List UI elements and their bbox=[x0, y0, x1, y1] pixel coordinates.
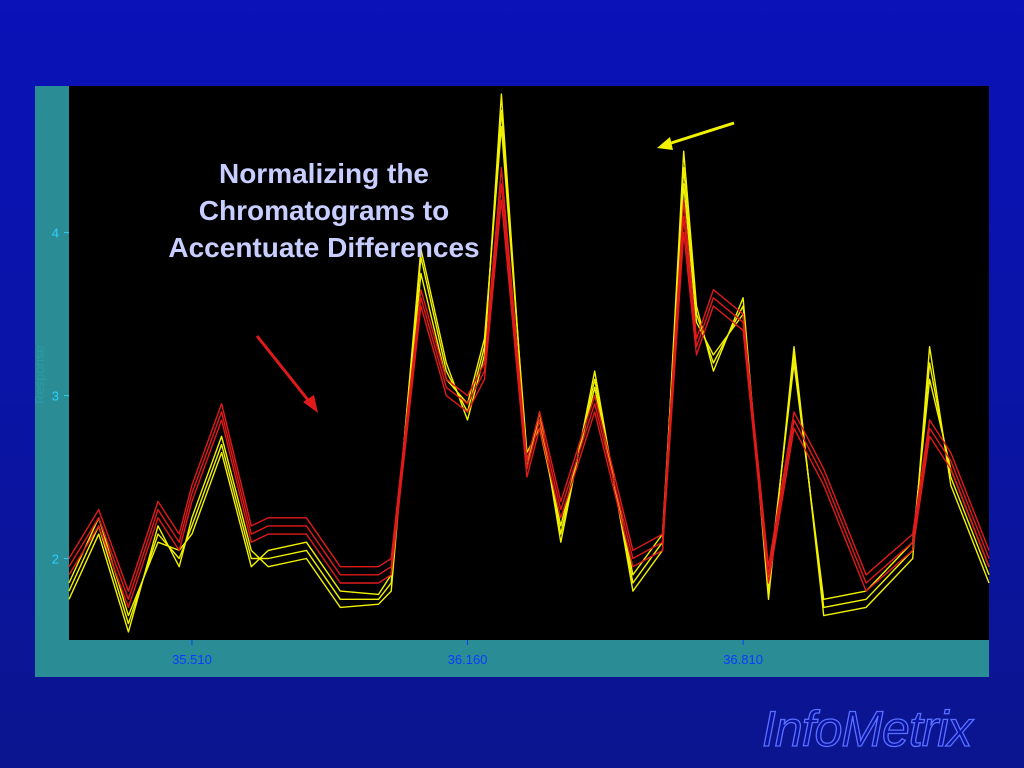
title-line-3: Accentuate Differences bbox=[168, 232, 479, 263]
y-axis-title: Response bbox=[32, 345, 47, 404]
series-line-4 bbox=[68, 183, 990, 600]
title-line-2: Chromatograms to bbox=[199, 195, 449, 226]
y-tick-label: 2 bbox=[52, 552, 59, 567]
series-line-6 bbox=[68, 199, 990, 609]
y-tick-label: 4 bbox=[52, 226, 59, 241]
x-tick-label: 36.160 bbox=[448, 652, 488, 667]
infometrix-logo: InfoMetrix bbox=[761, 700, 973, 757]
title-line-1: Normalizing the bbox=[219, 158, 429, 189]
series-line-5 bbox=[68, 166, 990, 592]
plot-area bbox=[69, 86, 989, 640]
x-axis: 35.510 36.160 36.810 bbox=[172, 640, 763, 667]
x-tick-label: 35.510 bbox=[172, 652, 212, 667]
yellow-arrow-annotation bbox=[657, 121, 735, 150]
series-group bbox=[68, 93, 990, 633]
x-tick-label: 36.810 bbox=[723, 652, 763, 667]
red-arrow-annotation bbox=[255, 335, 318, 413]
y-tick-label: 3 bbox=[52, 389, 59, 404]
chart-title: Normalizing the Chromatograms to Accentu… bbox=[168, 158, 479, 263]
y-axis: 2 3 4 bbox=[52, 226, 69, 567]
series-line-3 bbox=[68, 125, 990, 617]
